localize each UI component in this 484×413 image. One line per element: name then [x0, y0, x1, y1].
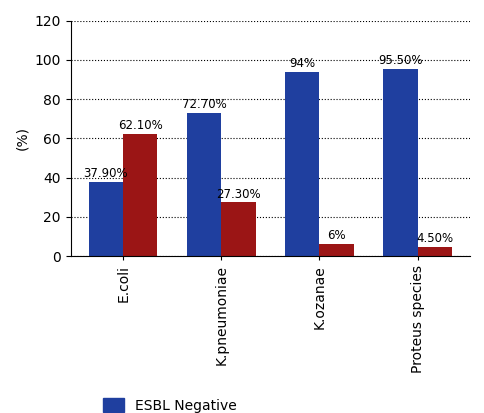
Bar — [382, 69, 417, 256]
Text: 6%: 6% — [327, 229, 345, 242]
Bar — [123, 134, 157, 256]
Bar — [319, 244, 353, 256]
Text: 95.50%: 95.50% — [378, 54, 422, 66]
Y-axis label: (%): (%) — [15, 126, 29, 150]
Bar — [89, 182, 123, 256]
Text: 62.10%: 62.10% — [118, 119, 162, 132]
Bar — [417, 247, 451, 256]
Text: 27.30%: 27.30% — [216, 188, 260, 200]
Bar — [186, 113, 221, 256]
Text: 94%: 94% — [288, 57, 315, 69]
Text: 37.90%: 37.90% — [84, 167, 128, 180]
Bar — [221, 202, 255, 256]
Legend: ESBL Negative, ESBL Positive: ESBL Negative, ESBL Positive — [97, 393, 242, 413]
Bar — [285, 71, 319, 256]
Text: 4.50%: 4.50% — [415, 232, 453, 245]
Text: 72.70%: 72.70% — [182, 98, 226, 112]
